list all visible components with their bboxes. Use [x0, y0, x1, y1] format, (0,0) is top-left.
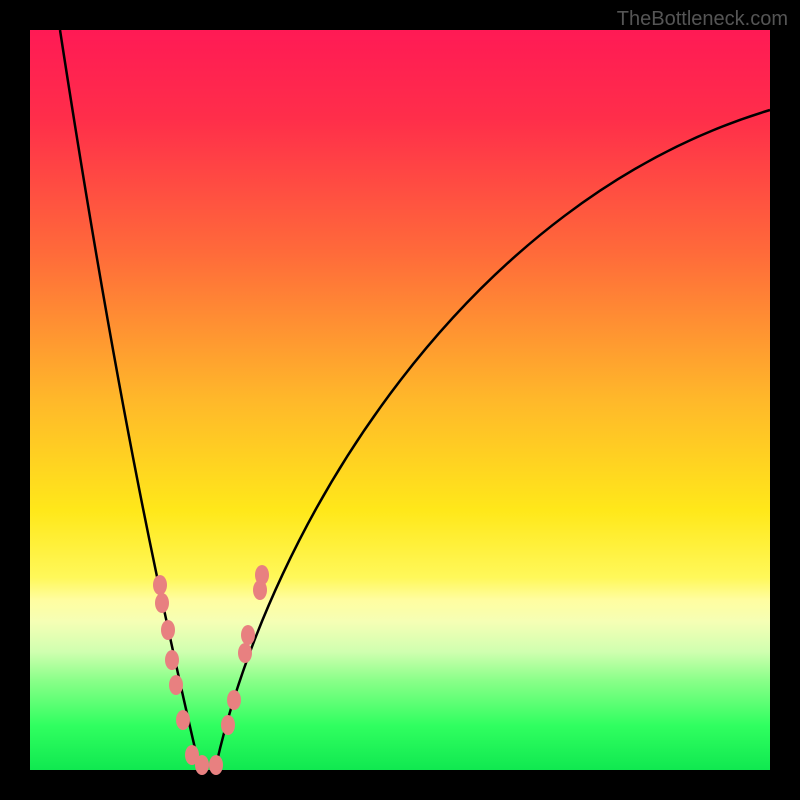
chart-container: TheBottleneck.com	[0, 0, 800, 800]
watermark-text: TheBottleneck.com	[617, 8, 788, 31]
gradient-chart	[0, 0, 800, 800]
